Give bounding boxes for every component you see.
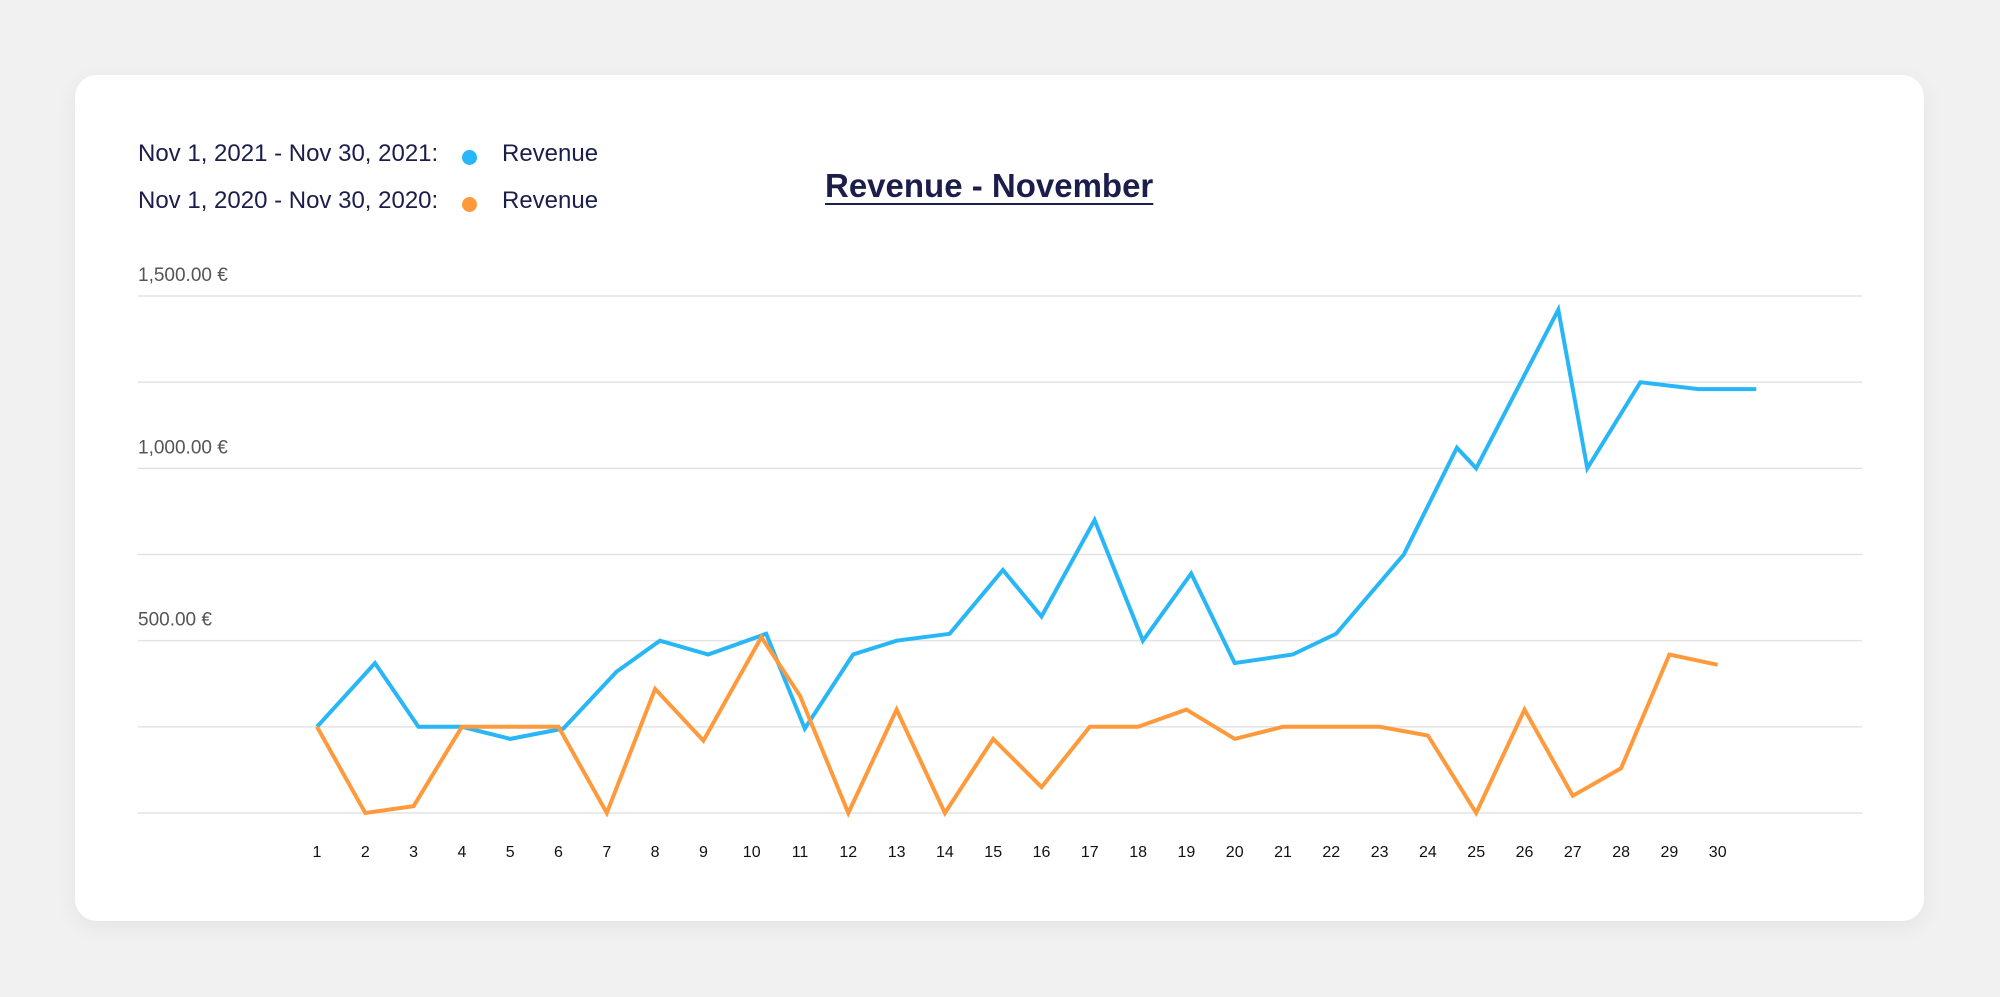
x-tick-label: 2	[361, 844, 370, 861]
x-tick-label: 21	[1274, 844, 1292, 861]
x-tick-label: 28	[1612, 844, 1630, 861]
x-tick-label: 11	[792, 844, 809, 861]
x-tick-label: 5	[506, 844, 515, 861]
x-tick-label: 22	[1322, 844, 1340, 861]
x-tick-label: 24	[1419, 844, 1437, 861]
x-tick-label: 25	[1467, 844, 1485, 861]
x-tick-label: 3	[409, 844, 418, 861]
x-tick-label: 9	[699, 844, 708, 861]
legend-range-label: Nov 1, 2021 - Nov 30, 2021:	[138, 140, 439, 167]
legend-dot-icon	[462, 197, 477, 212]
x-tick-label: 30	[1709, 844, 1727, 861]
x-tick-label: 20	[1226, 844, 1244, 861]
chart-title: Revenue - November	[825, 167, 1154, 204]
legend-series-label: Revenue	[502, 187, 599, 214]
legend-dot-icon	[462, 150, 477, 165]
y-tick-label: 1,000.00 €	[138, 437, 228, 458]
x-tick-label: 1	[313, 844, 322, 861]
x-tick-label: 16	[1033, 844, 1051, 861]
legend-range-label: Nov 1, 2020 - Nov 30, 2020:	[138, 187, 439, 214]
x-tick-label: 4	[457, 844, 466, 861]
chart-card	[75, 75, 1924, 921]
x-tick-label: 18	[1129, 844, 1147, 861]
y-tick-label: 500.00 €	[138, 610, 212, 631]
x-tick-label: 15	[984, 844, 1002, 861]
x-tick-label: 6	[554, 844, 563, 861]
legend-series-label: Revenue	[502, 140, 599, 167]
x-tick-label: 8	[651, 844, 660, 861]
x-tick-label: 19	[1178, 844, 1196, 861]
y-tick-label: 1,500.00 €	[138, 265, 228, 286]
x-tick-label: 13	[888, 844, 906, 861]
x-tick-label: 14	[936, 844, 954, 861]
x-tick-label: 12	[839, 844, 857, 861]
x-tick-label: 17	[1081, 844, 1099, 861]
series-line-2020	[315, 633, 1719, 818]
series-line-2021	[315, 303, 1757, 741]
x-tick-label: 27	[1564, 844, 1582, 861]
x-tick-label: 26	[1516, 844, 1534, 861]
x-tick-label: 10	[743, 844, 761, 861]
x-tick-label: 7	[602, 844, 611, 861]
x-tick-label: 29	[1661, 844, 1679, 861]
x-tick-label: 23	[1371, 844, 1389, 861]
